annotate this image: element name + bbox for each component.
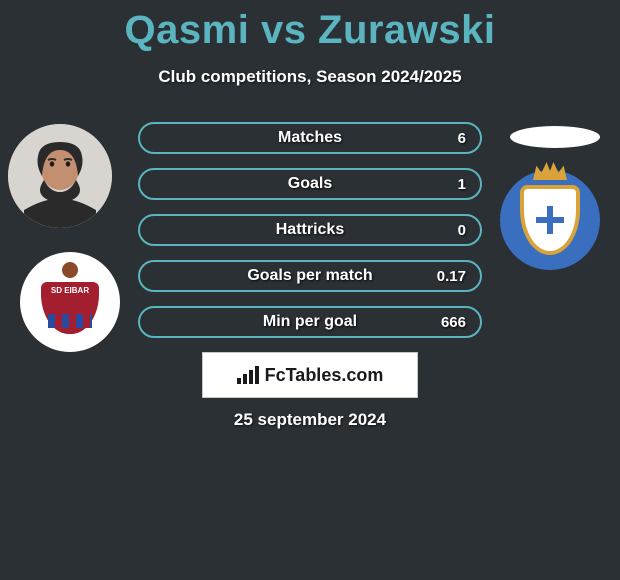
stat-row-goals: Goals 1 <box>138 168 482 200</box>
player-avatar-right <box>510 126 600 148</box>
cross-icon <box>536 206 564 234</box>
shield-icon: SD EIBAR <box>41 282 99 334</box>
crown-icon <box>533 162 567 180</box>
stats-container: Matches 6 Goals 1 Hattricks 0 Goals per … <box>138 122 482 352</box>
stat-label: Goals per match <box>247 267 372 285</box>
stat-row-goals-per-match: Goals per match 0.17 <box>138 260 482 292</box>
stat-value: 0.17 <box>437 268 466 285</box>
stat-value: 6 <box>458 130 466 147</box>
stat-row-matches: Matches 6 <box>138 122 482 154</box>
player-avatar-left <box>8 124 112 228</box>
person-icon <box>8 124 112 228</box>
stripes-icon <box>48 314 92 328</box>
club-left-shield-text: SD EIBAR <box>51 286 89 295</box>
page-title: Qasmi vs Zurawski <box>0 0 620 53</box>
brand-label: FcTables.com <box>265 365 384 386</box>
stat-row-hattricks: Hattricks 0 <box>138 214 482 246</box>
bar-chart-icon <box>237 366 259 384</box>
stat-value: 666 <box>441 314 466 331</box>
stat-label: Matches <box>278 129 342 147</box>
club-badge-left: SD EIBAR <box>20 252 120 352</box>
date-label: 25 september 2024 <box>0 410 620 430</box>
brand-box: FcTables.com <box>202 352 418 398</box>
stat-value: 0 <box>458 222 466 239</box>
stat-label: Goals <box>288 175 332 193</box>
stat-label: Min per goal <box>263 313 357 331</box>
stat-value: 1 <box>458 176 466 193</box>
subtitle: Club competitions, Season 2024/2025 <box>0 67 620 87</box>
club-badge-right <box>500 170 600 270</box>
shield-icon <box>520 185 580 255</box>
ball-icon <box>62 262 78 278</box>
stat-label: Hattricks <box>276 221 344 239</box>
stat-row-min-per-goal: Min per goal 666 <box>138 306 482 338</box>
